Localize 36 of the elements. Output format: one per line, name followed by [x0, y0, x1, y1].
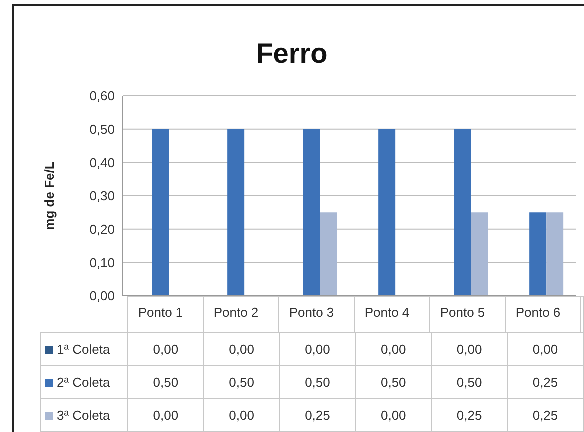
data-label: 0,00 — [280, 332, 356, 366]
x-tick-label: Ponto 1 — [138, 305, 184, 320]
y-tick-label: 0,10 — [90, 255, 115, 270]
data-label: 0,00 — [432, 332, 508, 366]
y-tick-label: 0,20 — [90, 222, 115, 237]
data-label: 0,00 — [128, 332, 204, 366]
x-tick-label: Ponto 6 — [516, 305, 561, 320]
data-label: 0,50 — [280, 366, 356, 398]
y-tick-label: 0,40 — [90, 155, 115, 170]
y-tick-label: 0,60 — [90, 88, 115, 104]
data-label: 0,00 — [204, 398, 280, 432]
data-label: 0,25 — [280, 398, 356, 432]
data-label: 0,25 — [508, 366, 584, 398]
x-tick-label: Ponto 3 — [289, 305, 334, 320]
data-label: 0,00 — [356, 398, 432, 432]
y-tick-label: 0,50 — [90, 122, 115, 137]
y-axis-title: mg de Fe/L — [42, 160, 58, 232]
data-label: 0,00 — [204, 332, 280, 366]
legend-label: 1ª Coleta — [40, 332, 128, 366]
data-label: 0,50 — [128, 366, 204, 398]
x-tick-label: Ponto 2 — [214, 305, 259, 320]
data-label: 0,50 — [432, 366, 508, 398]
data-label: 0,00 — [508, 332, 584, 366]
data-label: 0,25 — [508, 398, 584, 432]
chart-title: Ferro — [255, 38, 329, 70]
data-label: 0,50 — [204, 366, 280, 398]
y-tick-label: 0,30 — [90, 188, 115, 204]
data-label: 0,50 — [356, 366, 432, 398]
data-label: 0,00 — [356, 332, 432, 366]
legend-label: 2ª Coleta — [40, 366, 128, 398]
data-label: 0,25 — [432, 398, 508, 432]
y-tick-label: 0,00 — [90, 288, 115, 304]
legend-label: 3ª Coleta — [40, 398, 128, 432]
data-label: 0,00 — [128, 398, 204, 432]
x-tick-label: Ponto 4 — [364, 305, 410, 320]
x-tick-label: Ponto 5 — [440, 305, 486, 320]
